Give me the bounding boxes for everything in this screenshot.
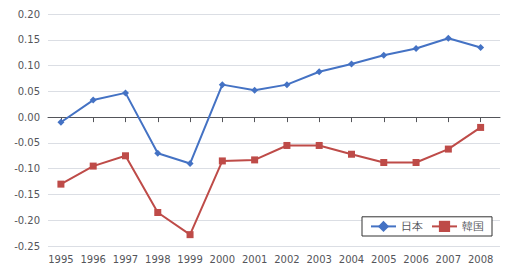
- svg-text:-0.15: -0.15: [14, 189, 40, 200]
- svg-text:2008: 2008: [468, 254, 493, 265]
- svg-text:1999: 1999: [177, 254, 202, 265]
- svg-text:1998: 1998: [145, 254, 170, 265]
- svg-text:2000: 2000: [210, 254, 235, 265]
- svg-text:2004: 2004: [339, 254, 364, 265]
- svg-text:2002: 2002: [274, 254, 299, 265]
- svg-text:0.15: 0.15: [18, 34, 40, 45]
- svg-text:-0.25: -0.25: [14, 241, 40, 252]
- svg-text:韓国: 韓国: [462, 220, 484, 233]
- svg-text:0.05: 0.05: [18, 86, 40, 97]
- svg-text:1997: 1997: [113, 254, 138, 265]
- svg-text:2001: 2001: [242, 254, 267, 265]
- svg-text:2007: 2007: [436, 254, 461, 265]
- svg-text:2006: 2006: [403, 254, 428, 265]
- svg-text:0.00: 0.00: [18, 112, 40, 123]
- svg-text:0.20: 0.20: [18, 9, 40, 20]
- svg-text:1995: 1995: [48, 254, 73, 265]
- svg-text:1996: 1996: [80, 254, 105, 265]
- svg-text:0.10: 0.10: [18, 60, 40, 71]
- svg-text:-0.20: -0.20: [14, 215, 40, 226]
- svg-text:2005: 2005: [371, 254, 396, 265]
- svg-text:日本: 日本: [401, 220, 423, 233]
- svg-text:-0.05: -0.05: [14, 137, 40, 148]
- svg-text:-0.10: -0.10: [14, 163, 40, 174]
- svg-text:2003: 2003: [306, 254, 331, 265]
